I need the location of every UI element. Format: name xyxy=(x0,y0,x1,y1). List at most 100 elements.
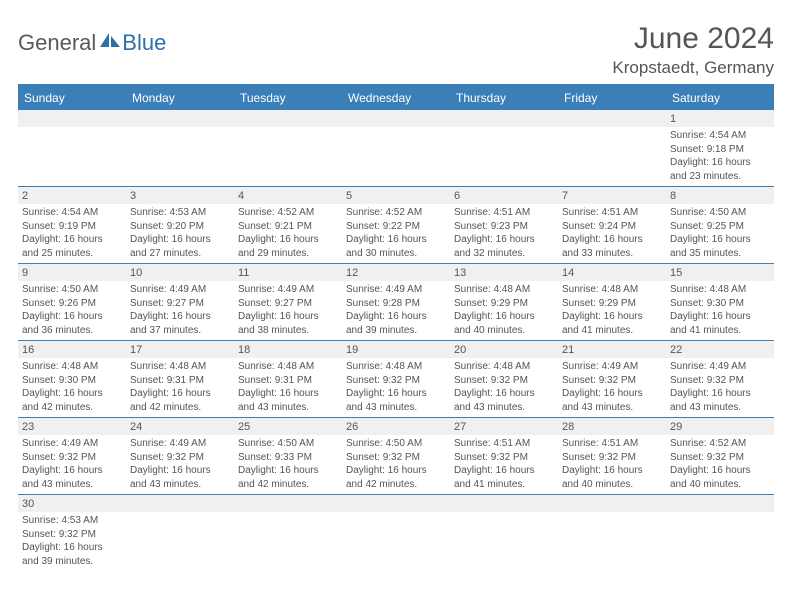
sunset-text: Sunset: 9:19 PM xyxy=(22,220,122,234)
day-detail: Sunrise: 4:49 AMSunset: 9:32 PMDaylight:… xyxy=(558,358,666,417)
day-number xyxy=(450,110,558,127)
day-detail: Sunrise: 4:49 AMSunset: 9:32 PMDaylight:… xyxy=(126,435,234,494)
day-number xyxy=(126,495,234,512)
daylight-text-1: Daylight: 16 hours xyxy=(562,310,662,324)
daylight-text-2: and 42 minutes. xyxy=(238,478,338,492)
sunrise-text: Sunrise: 4:49 AM xyxy=(130,283,230,297)
sunrise-text: Sunrise: 4:48 AM xyxy=(562,283,662,297)
daylight-text-2: and 40 minutes. xyxy=(670,478,770,492)
day-detail: Sunrise: 4:49 AMSunset: 9:27 PMDaylight:… xyxy=(234,281,342,340)
sunrise-text: Sunrise: 4:52 AM xyxy=(238,206,338,220)
sunrise-text: Sunrise: 4:49 AM xyxy=(346,283,446,297)
daylight-text-2: and 43 minutes. xyxy=(670,401,770,415)
month-title: June 2024 xyxy=(612,22,774,56)
daylight-text-2: and 42 minutes. xyxy=(130,401,230,415)
brand-logo: General Blue xyxy=(18,22,166,56)
sunset-text: Sunset: 9:27 PM xyxy=(238,297,338,311)
sunset-text: Sunset: 9:31 PM xyxy=(130,374,230,388)
day-number: 19 xyxy=(342,341,450,358)
sunset-text: Sunset: 9:32 PM xyxy=(22,451,122,465)
daylight-text-1: Daylight: 16 hours xyxy=(346,233,446,247)
sail-icon xyxy=(100,33,120,47)
daylight-text-1: Daylight: 16 hours xyxy=(562,233,662,247)
day-number: 22 xyxy=(666,341,774,358)
day-detail xyxy=(558,127,666,186)
day-number: 30 xyxy=(18,495,126,512)
daylight-text-2: and 33 minutes. xyxy=(562,247,662,261)
day-number: 1 xyxy=(666,110,774,127)
day-number: 17 xyxy=(126,341,234,358)
day-detail: Sunrise: 4:48 AMSunset: 9:30 PMDaylight:… xyxy=(666,281,774,340)
daylight-text-1: Daylight: 16 hours xyxy=(130,233,230,247)
day-header: Wednesday xyxy=(342,86,450,110)
day-number: 4 xyxy=(234,187,342,204)
sunrise-text: Sunrise: 4:49 AM xyxy=(238,283,338,297)
daynum-row: 16171819202122 xyxy=(18,341,774,358)
day-detail xyxy=(342,127,450,186)
day-header: Monday xyxy=(126,86,234,110)
sunset-text: Sunset: 9:26 PM xyxy=(22,297,122,311)
daylight-text-2: and 43 minutes. xyxy=(130,478,230,492)
daynum-row: 2345678 xyxy=(18,187,774,204)
sunrise-text: Sunrise: 4:54 AM xyxy=(670,129,770,143)
sunset-text: Sunset: 9:22 PM xyxy=(346,220,446,234)
day-number: 12 xyxy=(342,264,450,281)
daylight-text-1: Daylight: 16 hours xyxy=(670,233,770,247)
daylight-text-1: Daylight: 16 hours xyxy=(130,387,230,401)
sunset-text: Sunset: 9:32 PM xyxy=(346,374,446,388)
day-number xyxy=(234,110,342,127)
sunrise-text: Sunrise: 4:49 AM xyxy=(130,437,230,451)
daylight-text-1: Daylight: 16 hours xyxy=(22,387,122,401)
sunset-text: Sunset: 9:27 PM xyxy=(130,297,230,311)
day-headers-row: Sunday Monday Tuesday Wednesday Thursday… xyxy=(18,86,774,110)
daylight-text-2: and 42 minutes. xyxy=(22,401,122,415)
sunrise-text: Sunrise: 4:51 AM xyxy=(562,437,662,451)
daylight-text-1: Daylight: 16 hours xyxy=(346,387,446,401)
day-header: Friday xyxy=(558,86,666,110)
daylight-text-1: Daylight: 16 hours xyxy=(670,387,770,401)
daylight-text-1: Daylight: 16 hours xyxy=(346,310,446,324)
daylight-text-1: Daylight: 16 hours xyxy=(670,156,770,170)
day-number: 20 xyxy=(450,341,558,358)
day-detail: Sunrise: 4:52 AMSunset: 9:22 PMDaylight:… xyxy=(342,204,450,263)
day-number: 18 xyxy=(234,341,342,358)
sunset-text: Sunset: 9:32 PM xyxy=(346,451,446,465)
sunrise-text: Sunrise: 4:48 AM xyxy=(22,360,122,374)
day-number xyxy=(558,110,666,127)
day-detail xyxy=(342,512,450,571)
daylight-text-2: and 39 minutes. xyxy=(346,324,446,338)
day-number: 26 xyxy=(342,418,450,435)
sunset-text: Sunset: 9:25 PM xyxy=(670,220,770,234)
sunrise-text: Sunrise: 4:50 AM xyxy=(22,283,122,297)
day-detail: Sunrise: 4:48 AMSunset: 9:32 PMDaylight:… xyxy=(450,358,558,417)
daylight-text-2: and 37 minutes. xyxy=(130,324,230,338)
day-detail xyxy=(666,512,774,571)
daylight-text-2: and 43 minutes. xyxy=(238,401,338,415)
sunrise-text: Sunrise: 4:51 AM xyxy=(562,206,662,220)
day-detail xyxy=(450,512,558,571)
daylight-text-1: Daylight: 16 hours xyxy=(670,464,770,478)
brand-text-2: Blue xyxy=(122,30,166,56)
day-detail: Sunrise: 4:54 AMSunset: 9:18 PMDaylight:… xyxy=(666,127,774,186)
daylight-text-1: Daylight: 16 hours xyxy=(670,310,770,324)
day-number: 13 xyxy=(450,264,558,281)
sunrise-text: Sunrise: 4:51 AM xyxy=(454,206,554,220)
sunset-text: Sunset: 9:29 PM xyxy=(562,297,662,311)
daylight-text-2: and 40 minutes. xyxy=(562,478,662,492)
sunrise-text: Sunrise: 4:48 AM xyxy=(130,360,230,374)
day-detail: Sunrise: 4:52 AMSunset: 9:21 PMDaylight:… xyxy=(234,204,342,263)
day-number: 10 xyxy=(126,264,234,281)
detail-row: Sunrise: 4:53 AMSunset: 9:32 PMDaylight:… xyxy=(18,512,774,571)
daylight-text-2: and 25 minutes. xyxy=(22,247,122,261)
day-detail xyxy=(234,512,342,571)
sunrise-text: Sunrise: 4:48 AM xyxy=(454,360,554,374)
sunset-text: Sunset: 9:21 PM xyxy=(238,220,338,234)
calendar-grid: Sunday Monday Tuesday Wednesday Thursday… xyxy=(18,84,774,571)
daylight-text-2: and 42 minutes. xyxy=(346,478,446,492)
day-number xyxy=(558,495,666,512)
day-detail: Sunrise: 4:51 AMSunset: 9:32 PMDaylight:… xyxy=(558,435,666,494)
sunrise-text: Sunrise: 4:48 AM xyxy=(238,360,338,374)
day-detail: Sunrise: 4:49 AMSunset: 9:28 PMDaylight:… xyxy=(342,281,450,340)
daylight-text-1: Daylight: 16 hours xyxy=(238,233,338,247)
daylight-text-2: and 43 minutes. xyxy=(562,401,662,415)
